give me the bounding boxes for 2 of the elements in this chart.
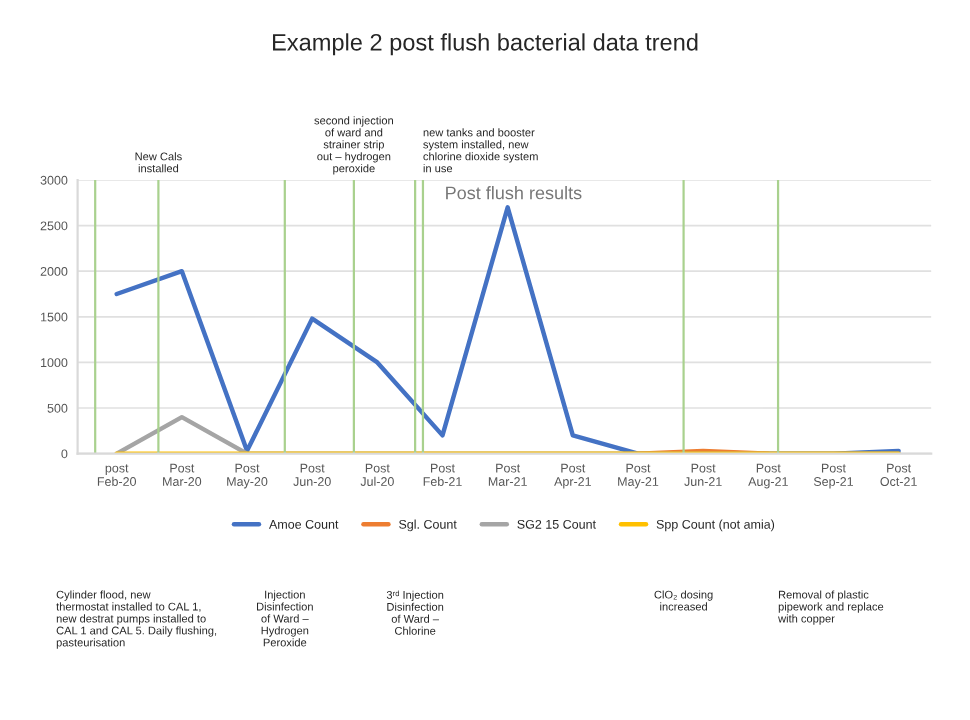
- chart-subtitle: Post flush results: [446, 186, 582, 200]
- chart-title: Example 2 post flush bacterial data trend: [273, 33, 698, 56]
